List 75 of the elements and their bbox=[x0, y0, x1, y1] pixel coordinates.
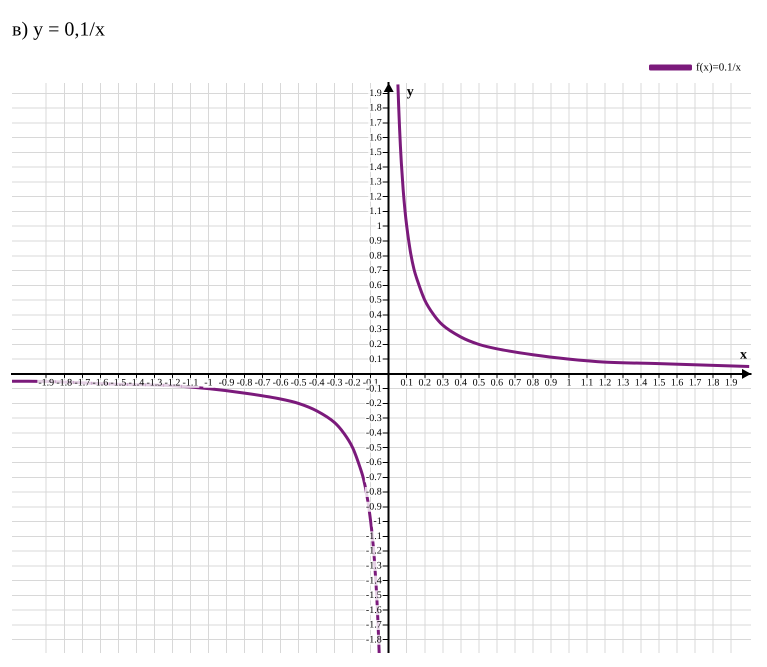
y-tick-label: 1 bbox=[376, 220, 382, 232]
y-tick-label: -0.6 bbox=[366, 457, 382, 468]
x-tick-label: -1.9 bbox=[38, 378, 54, 389]
y-tick-label: 1.5 bbox=[369, 147, 382, 158]
y-tick-label: -0.7 bbox=[366, 472, 382, 483]
x-tick-label: 1.7 bbox=[688, 378, 702, 389]
y-tick-label: 1.1 bbox=[369, 206, 382, 218]
y-tick-label: 1.9 bbox=[369, 88, 382, 99]
y-tick-label: -1.2 bbox=[366, 546, 382, 557]
x-tick-label: -1 bbox=[204, 378, 213, 389]
y-tick-label: 1.3 bbox=[369, 176, 382, 188]
x-tick-label: -0.8 bbox=[236, 378, 252, 389]
y-tick-label: -0.4 bbox=[366, 428, 382, 439]
y-tick-label: 0.5 bbox=[369, 294, 382, 306]
y-tick-label: 1.8 bbox=[369, 102, 382, 114]
x-tick-label: 1.2 bbox=[598, 378, 612, 389]
y-tick-label: -1.6 bbox=[366, 604, 382, 616]
y-tick-label: 1.7 bbox=[369, 117, 382, 128]
y-tick-label: -0.9 bbox=[366, 501, 382, 512]
y-tick-label: -0.8 bbox=[366, 486, 382, 498]
x-tick-label: -1.1 bbox=[182, 378, 198, 389]
y-axis-title: y bbox=[406, 84, 414, 100]
x-tick-label: 0.8 bbox=[526, 378, 540, 389]
x-tick-label: 1.8 bbox=[706, 378, 720, 389]
x-axis-title: x bbox=[740, 348, 747, 363]
y-tick-label: 0.7 bbox=[369, 265, 382, 276]
x-tick-label: -0.3 bbox=[326, 378, 343, 389]
y-tick-label: -1.3 bbox=[366, 560, 382, 572]
y-tick-label: -0.3 bbox=[366, 412, 382, 424]
y-tick-label: 0.9 bbox=[369, 236, 382, 247]
x-tick-label: 0.3 bbox=[436, 378, 450, 389]
x-tick-label: -1.7 bbox=[74, 378, 90, 389]
y-tick-label: -1.8 bbox=[366, 634, 382, 646]
x-tick-label: -1.4 bbox=[128, 378, 144, 389]
y-tick-label: 0.2 bbox=[369, 339, 382, 350]
x-tick-label: 0.7 bbox=[508, 378, 522, 389]
x-tick-label: 1.5 bbox=[652, 378, 666, 389]
x-tick-label: 0.4 bbox=[454, 378, 468, 389]
y-tick-label: 0.6 bbox=[369, 280, 382, 291]
y-tick-label: 1.4 bbox=[369, 162, 382, 173]
y-tick-label: 1.6 bbox=[369, 132, 382, 144]
x-tick-label: -0.4 bbox=[308, 378, 325, 389]
y-tick-label: -0.5 bbox=[366, 442, 382, 454]
x-tick-label: -0.5 bbox=[290, 378, 307, 389]
y-tick-label: -1.7 bbox=[366, 620, 382, 631]
x-tick-label: -1.2 bbox=[164, 378, 180, 389]
y-tick-label: -0.2 bbox=[366, 398, 382, 410]
legend-label: f(x)=0.1/x bbox=[696, 61, 742, 74]
x-tick-label: 0.9 bbox=[544, 378, 558, 389]
y-tick-label: -1.4 bbox=[366, 575, 382, 586]
x-tick-label: -0.9 bbox=[218, 378, 234, 389]
x-tick-label: 1.1 bbox=[580, 378, 594, 389]
y-tick-label: 0.3 bbox=[369, 324, 382, 336]
y-tick-label: -1.5 bbox=[366, 590, 382, 602]
x-tick-label: 0.6 bbox=[490, 378, 504, 389]
x-tick-label: -0.2 bbox=[344, 378, 361, 389]
x-tick-label: 0.5 bbox=[472, 378, 486, 389]
x-tick-label: 1.3 bbox=[616, 378, 630, 389]
x-tick-label: -0.6 bbox=[272, 378, 288, 389]
x-tick-label: 0.2 bbox=[418, 378, 432, 389]
x-tick-label: 0.1 bbox=[400, 378, 413, 389]
x-tick-label: 1.4 bbox=[634, 378, 648, 389]
y-tick-label: 0.8 bbox=[369, 250, 382, 262]
chart-title: в) y = 0,1/x bbox=[12, 18, 105, 40]
y-tick-label: 0.1 bbox=[369, 354, 382, 365]
x-tick-label: -0.7 bbox=[254, 378, 270, 389]
x-tick-label: 1.6 bbox=[670, 378, 684, 389]
x-tick-label: 1 bbox=[566, 378, 572, 389]
x-tick-label: -1.6 bbox=[92, 378, 108, 389]
x-tick-label: 1.9 bbox=[724, 378, 738, 389]
y-tick-label: -1 bbox=[373, 516, 382, 528]
x-tick-label: -1.3 bbox=[146, 378, 162, 389]
x-tick-label: -1.8 bbox=[56, 378, 72, 389]
y-tick-label: 1.2 bbox=[369, 191, 382, 202]
y-tick-label: 0.4 bbox=[369, 309, 382, 320]
